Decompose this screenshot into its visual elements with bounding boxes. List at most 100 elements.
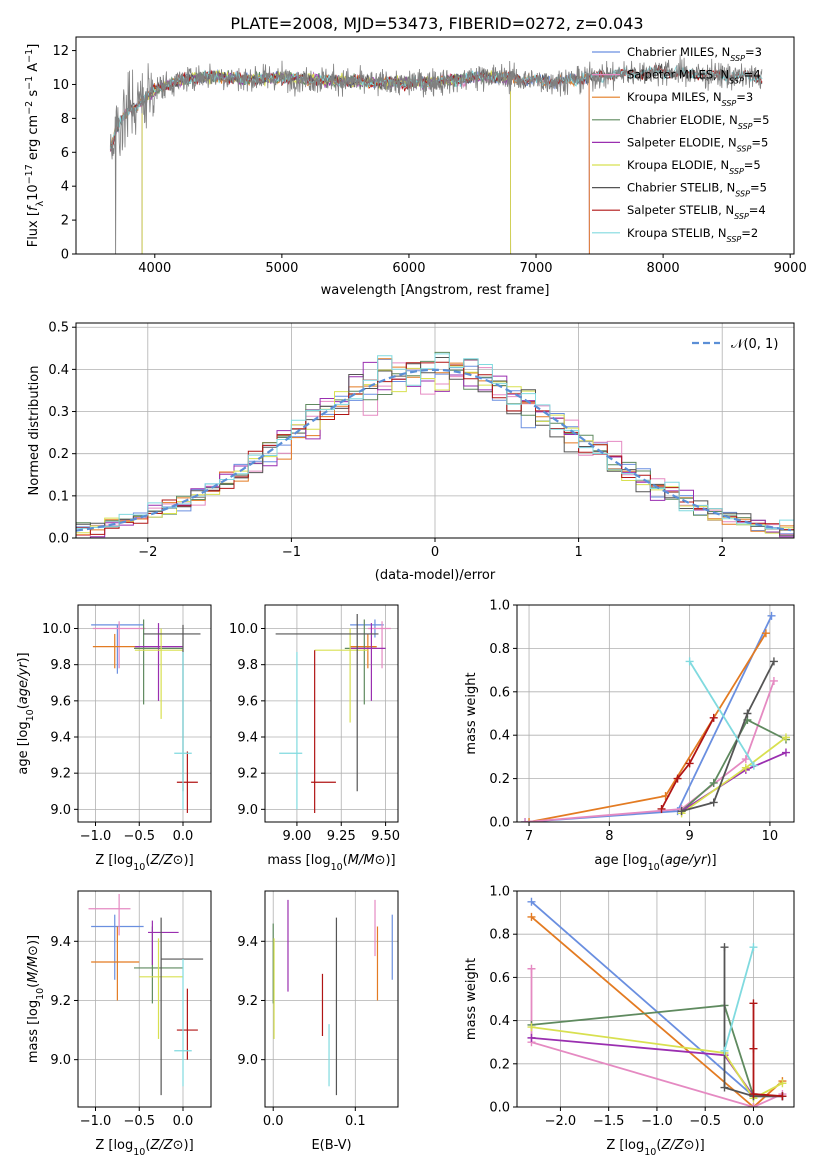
y-tick-label: 2 xyxy=(61,214,69,229)
weight-marker xyxy=(527,1033,536,1042)
errorbar-chabrier-stelib xyxy=(160,917,204,1096)
y-tick-label: 10.0 xyxy=(42,622,71,637)
weight-marker xyxy=(525,818,534,822)
label-part: ) xyxy=(706,853,711,868)
legend-entry-value: =4 xyxy=(744,68,761,82)
x-tick-label: 0.0 xyxy=(173,829,194,844)
label-part: Z/Z⊙ xyxy=(149,1138,183,1153)
weight_vs_Z-frame xyxy=(516,890,795,1108)
legend-entry-name: Kroupa STELIB, N xyxy=(627,226,727,240)
y-tick-label: 9.8 xyxy=(50,658,71,673)
weight_vs_Z-y-label: mass weight xyxy=(464,958,479,1040)
mass_vs_Z-plot-area xyxy=(88,893,204,1096)
weight-line xyxy=(723,946,755,1052)
y-tick-label: 9.2 xyxy=(237,994,258,1009)
label-part: λ xyxy=(35,200,46,206)
weight-marker xyxy=(769,657,778,666)
label-part: ) xyxy=(26,940,41,945)
label-part: Z [ xyxy=(95,1138,113,1153)
legend-entry-value: =3 xyxy=(736,90,753,104)
weight-marker xyxy=(685,657,694,666)
label-part: ] xyxy=(712,853,717,868)
weight-marker xyxy=(743,709,752,718)
y-tick-label: 12 xyxy=(52,44,69,59)
label-part: f xyxy=(26,204,41,211)
errorbar-kroupa-stelib xyxy=(174,959,192,1087)
label-part: ] xyxy=(26,935,41,940)
weight-line xyxy=(531,1026,783,1100)
y-tick-label: 9.6 xyxy=(50,694,71,709)
legend-entry: Salpeter STELIB, NSSP=4 xyxy=(627,203,766,221)
normal-curve xyxy=(76,368,792,532)
label-part: log xyxy=(16,721,31,741)
weight-line xyxy=(530,916,784,1107)
x-tick-label: −2.0 xyxy=(545,1114,577,1129)
errorbar-kroupa-stelib xyxy=(279,652,303,810)
weight-marker xyxy=(741,763,750,772)
weight-marker xyxy=(709,778,718,787)
label-part: log xyxy=(628,853,648,868)
weight-marker xyxy=(527,897,536,906)
label-part: ] xyxy=(16,652,31,657)
age_vs_Z-plot-area xyxy=(91,619,201,813)
legend-entry: Kroupa ELODIE, NSSP=5 xyxy=(627,158,761,176)
label-part: ) xyxy=(695,1138,700,1153)
weight-line xyxy=(723,947,783,1098)
axes-layer: 4000 5000 6000 7000 8000 9000024681012wavelen… xyxy=(16,36,807,1158)
y-tick-label: 0.2 xyxy=(489,1057,510,1072)
y-tick-label: 0.5 xyxy=(48,321,69,336)
y-tick-label: 0.2 xyxy=(48,447,69,462)
errorbar-kroupa-miles xyxy=(350,633,377,669)
y-tick-label: 0.6 xyxy=(489,971,510,986)
label-part: 10 xyxy=(26,184,41,201)
y-tick-label: 0.6 xyxy=(489,685,510,700)
figure-title: PLATE=2008, MJD=53473, FIBERID=0272, z=0… xyxy=(230,14,643,33)
label-part: −1 xyxy=(24,49,35,63)
label-part: ( xyxy=(16,704,31,709)
legend-entry-sub: SSP xyxy=(727,234,742,243)
x-tick-label: 0 xyxy=(431,545,439,560)
legend-entry-name: Chabrier ELODIE, N xyxy=(627,113,738,127)
histogram-kroupa-stelib xyxy=(76,353,794,535)
errorbar-salpeter-elodie xyxy=(148,920,179,965)
weight-marker xyxy=(749,1044,758,1053)
weight-marker xyxy=(677,807,686,816)
weight-marker xyxy=(769,676,778,685)
label-part: ) xyxy=(16,657,31,662)
mass_vs_ebv-frame xyxy=(264,890,399,1108)
x-tick-label: 9.00 xyxy=(282,829,311,844)
y-tick-label: 0.3 xyxy=(48,405,69,420)
label-part: ) xyxy=(184,853,189,868)
weight-series-kroupa-stelib xyxy=(685,657,758,770)
y-tick-label: 9.0 xyxy=(50,1053,71,1068)
weight-marker xyxy=(767,611,776,620)
age_vs_mass-frame xyxy=(264,604,399,823)
label-part: 10 xyxy=(644,1147,656,1158)
errorbar-kroupa-miles xyxy=(92,633,140,669)
x-tick-label: 0.0 xyxy=(263,1114,284,1129)
spectrum-frame xyxy=(75,36,795,255)
y-tick-label: 9.4 xyxy=(237,731,258,746)
legend-entry: Kroupa MILES, NSSP=3 xyxy=(627,90,753,108)
x-tick-label: 8000 xyxy=(647,261,680,276)
legend-entry: Salpeter ELODIE, NSSP=5 xyxy=(627,135,768,153)
legend-entry: Chabrier STELIB, NSSP=5 xyxy=(627,181,767,199)
label-part: ( xyxy=(145,1138,150,1153)
y-tick-label: 1.0 xyxy=(489,885,510,900)
legend-entry-sub: SSP xyxy=(737,144,752,153)
y-tick-label: 9.2 xyxy=(50,994,71,1009)
residuals-y-label: Normed distribution xyxy=(27,366,42,496)
age_vs_Z-frame xyxy=(77,604,212,823)
weight-marker xyxy=(778,1092,787,1101)
weight-marker xyxy=(709,713,718,722)
label-part: ] xyxy=(700,1138,705,1153)
label-part: −17 xyxy=(24,164,35,184)
weight-marker xyxy=(781,748,790,757)
weight-marker xyxy=(527,964,536,973)
x-tick-label: 5000 xyxy=(265,261,298,276)
weight-marker xyxy=(709,798,718,807)
legend-entry: Salpeter MILES, NSSP=4 xyxy=(627,68,761,86)
errorbar-salpeter-elodie xyxy=(134,623,183,701)
label-part: age/yr xyxy=(665,853,708,868)
label-part: ] xyxy=(189,1138,194,1153)
